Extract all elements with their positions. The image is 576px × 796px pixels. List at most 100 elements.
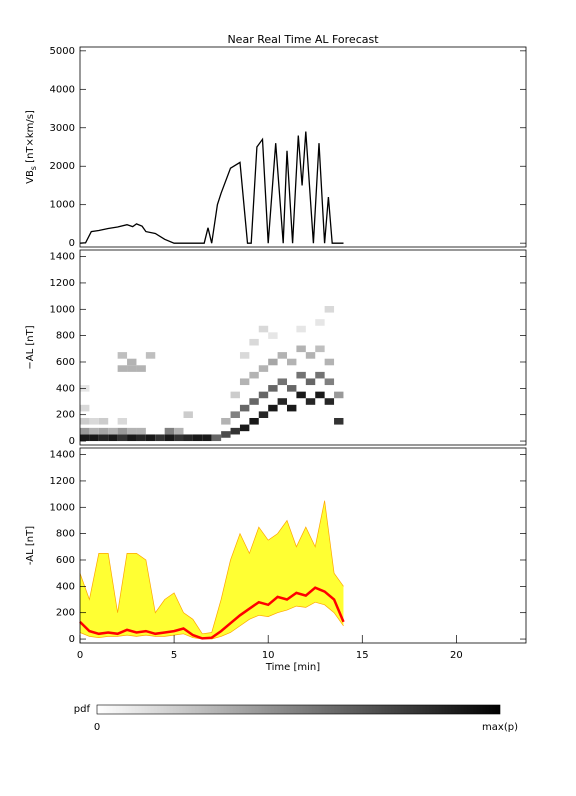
pdf-cell bbox=[108, 427, 118, 435]
pdf-cell bbox=[249, 338, 259, 346]
pdf-cell bbox=[315, 391, 325, 399]
pdf-cell bbox=[98, 434, 109, 442]
y-tick-label: 400 bbox=[56, 581, 75, 592]
pdf-cell bbox=[211, 434, 222, 442]
y-label-part: s bbox=[29, 166, 38, 170]
pdf-cell bbox=[334, 417, 344, 425]
panel: 0 200 400 600 800 1000 1200 1400 −AL [nT] bbox=[25, 249, 527, 447]
pdf-cell bbox=[164, 427, 175, 435]
pdf-cell bbox=[98, 427, 109, 435]
pdf-cell bbox=[305, 378, 316, 386]
colorbar-label: pdf bbox=[74, 704, 91, 715]
pdf-cell bbox=[127, 365, 137, 372]
y-tick-label: 800 bbox=[56, 331, 75, 342]
pdf-cell bbox=[145, 352, 156, 359]
pdf-cell bbox=[89, 427, 99, 435]
y-tick-label: 1000 bbox=[50, 304, 75, 315]
pdf-cell bbox=[117, 427, 128, 435]
colorbar bbox=[96, 704, 501, 715]
pdf-cell bbox=[258, 325, 269, 333]
pdf-cell bbox=[136, 365, 146, 372]
pdf-cell bbox=[230, 411, 240, 418]
pdf-cell bbox=[277, 352, 288, 359]
pdf-cell bbox=[324, 305, 335, 313]
y-tick-label: 1200 bbox=[50, 476, 75, 487]
plot-frame bbox=[79, 447, 527, 644]
pdf-cell bbox=[315, 345, 325, 353]
pdf-cell bbox=[80, 404, 90, 412]
pdf-cell bbox=[249, 371, 259, 379]
pdf-cell bbox=[296, 391, 306, 399]
pdf-cell bbox=[108, 434, 118, 442]
y-tick-label: 400 bbox=[56, 383, 75, 394]
pdf-cell bbox=[287, 385, 297, 392]
y-axis-label: −AL [nT] bbox=[25, 325, 36, 369]
y-axis-label: -AL [nT] bbox=[25, 526, 36, 565]
pdf-cell bbox=[315, 319, 325, 326]
band-lower bbox=[79, 601, 344, 640]
pdf-cell bbox=[80, 427, 90, 435]
pdf-cell bbox=[89, 417, 99, 425]
y-tick-label: 1200 bbox=[50, 278, 75, 289]
pdf-cell bbox=[324, 378, 335, 386]
band-upper bbox=[79, 500, 344, 635]
y-label-part: [nT×km/s] bbox=[25, 110, 36, 166]
pdf-cell bbox=[239, 378, 250, 386]
pdf-cell bbox=[305, 398, 316, 405]
plot-frame bbox=[79, 249, 527, 446]
y-label-part: VB bbox=[25, 170, 36, 184]
pdf-cell bbox=[117, 365, 128, 372]
x-tick-label: 5 bbox=[171, 650, 177, 661]
pdf-cell bbox=[80, 434, 90, 442]
y-tick-label: 2000 bbox=[50, 161, 75, 172]
pdf-cell bbox=[239, 352, 250, 359]
pdf-cell bbox=[258, 365, 269, 372]
x-tick-label: 0 bbox=[77, 650, 83, 661]
pdf-cell bbox=[183, 434, 193, 442]
pdf-cell bbox=[127, 358, 137, 366]
vbs-line bbox=[79, 131, 344, 244]
colorbar-min: 0 bbox=[94, 722, 100, 733]
pdf-cell bbox=[145, 434, 156, 442]
pdf-cell bbox=[117, 417, 128, 425]
y-tick-label: 0 bbox=[69, 436, 75, 447]
plot-frame bbox=[79, 46, 527, 248]
pdf-cell bbox=[296, 325, 306, 333]
y-tick-label: 0 bbox=[69, 634, 75, 645]
pdf-cell bbox=[230, 427, 240, 435]
x-tick-label: 10 bbox=[262, 650, 275, 661]
y-tick-label: 1000 bbox=[50, 502, 75, 513]
pdf-cell bbox=[277, 398, 288, 405]
pdf-cell bbox=[174, 427, 184, 435]
pdf-cell bbox=[239, 404, 250, 412]
pdf-cell bbox=[249, 417, 259, 425]
pdf-cell bbox=[136, 427, 146, 435]
y-tick-label: 0 bbox=[69, 238, 75, 249]
pdf-cell bbox=[221, 417, 231, 425]
chart-title: Near Real Time AL Forecast bbox=[227, 33, 379, 46]
y-tick-label: 1400 bbox=[50, 450, 75, 461]
pdf-cell bbox=[334, 391, 344, 399]
pdf-cell bbox=[221, 431, 231, 438]
pdf-cell bbox=[202, 434, 212, 442]
pdf-cell bbox=[230, 391, 240, 399]
pdf-cell bbox=[324, 358, 335, 366]
pdf-cell bbox=[324, 398, 335, 405]
pdf-cell bbox=[183, 411, 193, 418]
pdf-cell bbox=[98, 417, 109, 425]
y-tick-label: 600 bbox=[56, 555, 75, 566]
y-tick-label: 1400 bbox=[50, 252, 75, 263]
pdf-cell bbox=[296, 345, 306, 353]
pdf-cell bbox=[258, 411, 269, 418]
x-tick-label: 15 bbox=[356, 650, 369, 661]
pdf-cell bbox=[127, 434, 137, 442]
pdf-cell bbox=[268, 358, 278, 366]
pdf-cell bbox=[287, 358, 297, 366]
pdf-cell bbox=[127, 427, 137, 435]
pdf-cell bbox=[305, 352, 316, 359]
y-tick-label: 600 bbox=[56, 357, 75, 368]
panel: 0 1000 2000 3000 4000 5000 VBs [nT×km/s] bbox=[25, 46, 527, 249]
panel: 0 200 400 600 800 1000 1200 1400 0 5 10 15 20 -AL [nT… bbox=[25, 447, 527, 673]
pdf-cell bbox=[164, 434, 175, 442]
y-tick-label: 800 bbox=[56, 529, 75, 540]
